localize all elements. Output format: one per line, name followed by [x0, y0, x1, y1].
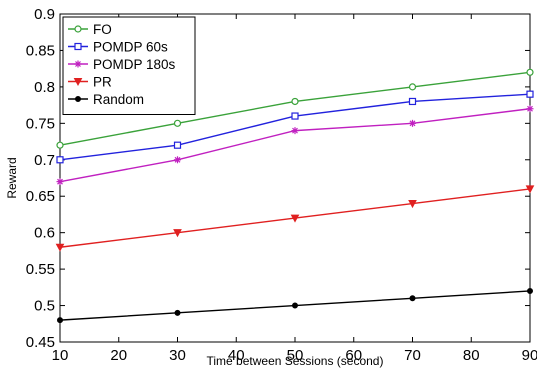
series-layer [55, 68, 535, 324]
series-pr [55, 185, 535, 252]
data-point [408, 97, 417, 106]
data-point [291, 97, 299, 106]
legend-marker [75, 96, 81, 102]
y-tick-label: 0.85 [26, 42, 55, 59]
x-tick-label: 80 [463, 347, 480, 364]
y-tick-label: 0.9 [34, 6, 55, 23]
legend-entry: PR [68, 75, 112, 90]
data-point [173, 141, 182, 149]
x-tick-label: 50 [287, 347, 304, 364]
data-point [174, 309, 181, 316]
data-point [174, 156, 181, 164]
data-point [292, 302, 298, 309]
x-axis-label: Time between Sessions (second) [207, 354, 384, 368]
data-point [526, 90, 534, 98]
y-tick-label: 0.6 [34, 225, 55, 242]
data-point [525, 185, 535, 194]
legend-entry: Random [68, 92, 144, 107]
legend-box [62, 16, 196, 115]
x-tick-label: 90 [522, 347, 537, 364]
data-point [291, 127, 299, 135]
y-tick-label: 0.7 [34, 152, 55, 169]
data-point [173, 119, 182, 127]
y-tick-label: 0.5 [34, 298, 55, 315]
data-point [408, 83, 417, 91]
data-point [57, 317, 63, 324]
series-pomdp-180s [56, 105, 534, 186]
legend-marker [74, 42, 82, 51]
y-axis-label: Reward [5, 157, 19, 198]
y-tick-label: 0.75 [26, 115, 55, 132]
x-tick-label: 40 [228, 347, 245, 364]
x-tick-label: 10 [52, 347, 69, 364]
legend-entry: POMDP 60s [68, 40, 168, 55]
y-tick-label: 0.45 [26, 334, 55, 351]
y-tick-label: 0.65 [26, 188, 55, 205]
data-point [291, 112, 299, 120]
x-tick-label: 70 [404, 347, 421, 364]
data-point [526, 68, 534, 76]
legend-label: POMDP 60s [93, 40, 168, 55]
legend-label: POMDP 180s [93, 57, 176, 72]
x-tick-label: 60 [345, 347, 362, 364]
series-fo [56, 68, 534, 149]
legend-marker [73, 78, 83, 87]
legend-entry: FO [68, 22, 112, 37]
series-random [57, 287, 533, 324]
legend: FO POMDP 60s POMDP 180s PR Random [62, 16, 196, 115]
legend-marker [74, 25, 82, 33]
legend-entry: POMDP 180s [68, 57, 176, 72]
data-point [56, 156, 64, 164]
y-tick-label: 0.8 [34, 79, 55, 96]
data-point [290, 214, 300, 223]
ticks-layer: 10 20 30 40 50 60 70 80 90 0.45 0.5 0.55 0.6 0.65 0.7 0… [26, 6, 537, 364]
data-point [526, 105, 534, 113]
data-point [408, 200, 417, 209]
data-point [56, 178, 64, 186]
data-point [527, 287, 533, 294]
data-point [56, 141, 64, 149]
series-pomdp-60s [56, 90, 534, 164]
x-tick-label: 20 [110, 347, 127, 364]
data-point [173, 229, 182, 238]
y-tick-label: 0.55 [26, 261, 55, 278]
legend-label: Random [93, 92, 144, 107]
x-tick-label: 30 [169, 347, 186, 364]
data-point [409, 119, 416, 127]
legend-label: PR [93, 75, 112, 90]
data-point [409, 295, 416, 302]
data-point [55, 243, 65, 252]
legend-marker [74, 60, 82, 68]
legend-label: FO [93, 22, 112, 37]
